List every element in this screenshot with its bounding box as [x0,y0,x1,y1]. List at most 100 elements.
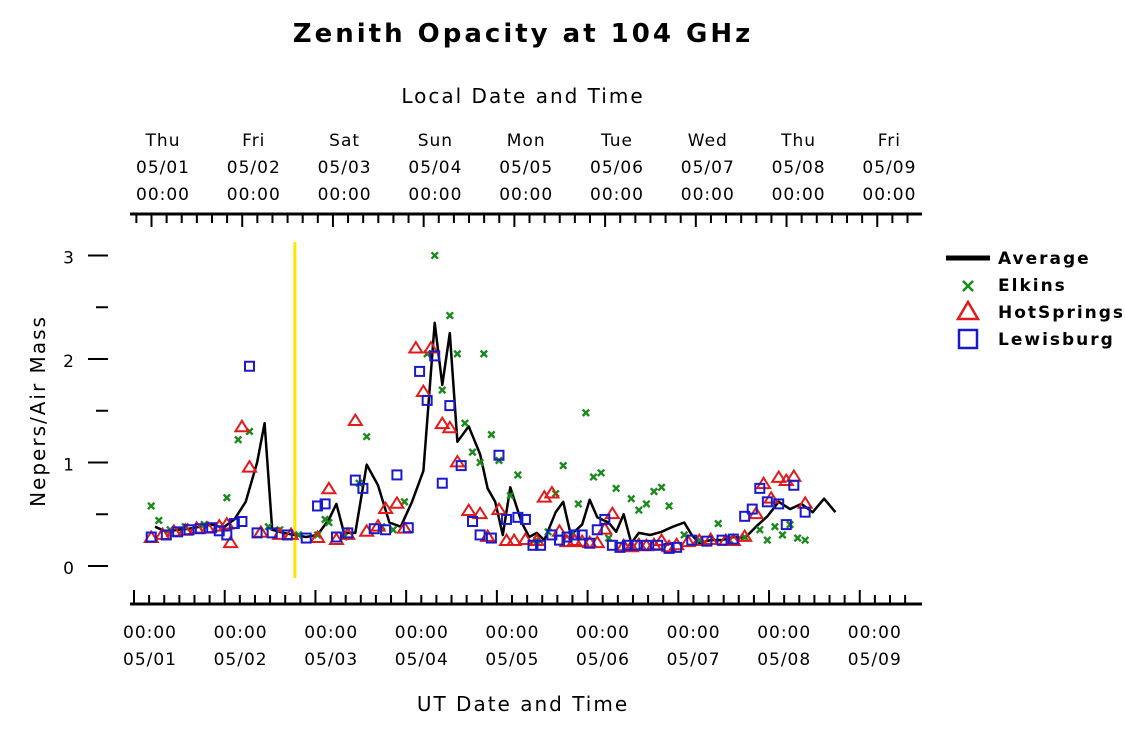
hotsprings-point [536,489,553,503]
lewisburg-point [773,498,785,510]
lewisburg-point [228,518,240,530]
elkins-point [612,484,621,493]
elkins-point [453,349,462,358]
elkins-point [665,501,674,511]
top-tick-time: 00:00 [681,185,735,205]
elkins-point [506,491,515,500]
elkins-point [513,470,522,479]
y-tick-label: 1 [63,456,75,476]
lewisburg-point [701,535,713,547]
series-lewisburg [145,350,811,554]
lewisburg-point [357,482,369,494]
top-tick-date: 05/06 [590,158,644,178]
hotsprings-point [233,418,251,433]
lewisburg-point [727,533,739,545]
legend-elkins-swatch [962,280,974,292]
elkins-point [479,349,488,358]
elkins-point [574,499,583,508]
elkins-point [445,311,454,320]
lewisburg-point [501,513,513,525]
top-tick-time: 00:00 [772,185,826,205]
top-tick-day: Fri [878,131,901,151]
top-tick-time: 00:00 [408,185,462,205]
elkins-point [581,408,590,417]
y-axis-title: Nepers/Air Mass [26,315,50,507]
lewisburg-point [455,460,467,472]
lewisburg-point [754,482,766,494]
hotsprings-point [460,502,478,517]
lewisburg-point [312,500,324,512]
lewisburg-point [512,511,524,523]
legend: Average Elkins HotSprings Lewisburg [946,249,1125,350]
hotsprings-point [415,383,432,398]
top-axis-title: Local Date and Time [401,84,644,108]
lewisburg-point [606,539,618,551]
lewisburg-point [535,539,547,551]
top-tick-date: 05/01 [136,158,190,178]
elkins-point [657,483,666,492]
lewisburg-point [640,539,652,551]
lewisburg-point [183,524,195,536]
lewisburg-point [145,531,157,543]
lewisburg-point [244,360,255,372]
lewisburg-point [591,524,603,536]
lewisburg-point [349,474,361,486]
hotsprings-point [433,415,451,430]
top-tick-date: 05/04 [408,158,462,178]
elkins-point [400,497,409,506]
lewisburg-point [391,469,403,481]
elkins-point [801,536,810,545]
lewisburg-point [160,529,172,541]
top-tick-time: 00:00 [862,185,916,205]
elkins-point [714,519,723,528]
elkins-point [147,501,156,511]
bottom-tick-time: 00:00 [757,623,811,643]
top-tick-time: 00:00 [318,185,372,205]
lewisburg-point [221,529,233,541]
legend-label-elkins: Elkins [998,276,1067,296]
elkins-point [559,461,568,470]
hotsprings-point [388,495,406,509]
lewisburg-point [584,537,596,549]
plot-area [142,251,837,554]
x-axis-title: UT Date and Time [417,692,629,716]
lewisburg-point [368,523,380,535]
legend-hotsprings-swatch [955,299,981,321]
top-tick-day: Thu [145,131,181,151]
bottom-tick-date: 05/06 [576,650,630,670]
hotsprings-point [679,533,697,548]
lewisburg-point [686,534,698,546]
bottom-tick-time: 00:00 [123,623,177,643]
top-tick-date: 05/02 [227,158,281,178]
lewisburg-point [553,534,565,546]
axes: Thu 05/01 00:00 Fri 05/02 00:00 Sat 05/03 00:00 S… [63,131,922,670]
elkins-point [487,430,496,439]
bottom-tick-time: 00:00 [576,623,630,643]
bottom-tick-date: 05/05 [485,650,539,670]
lewisburg-point [652,539,664,551]
legend-label-hotsprings: HotSprings [998,303,1125,323]
elkins-point [649,487,659,496]
hotsprings-point [604,505,621,520]
lewisburg-point [799,506,811,518]
elkins-point [313,530,322,539]
lewisburg-point [493,449,505,461]
bottom-tick-time: 00:00 [395,623,449,643]
hotsprings-point [377,500,394,514]
hotsprings-point [347,412,364,426]
chart-title: Zenith Opacity at 104 GHz [293,19,754,49]
elkins-point [460,419,470,428]
top-tick-time: 00:00 [590,185,644,205]
lewisburg-point [194,523,206,535]
lewisburg-point [444,400,456,412]
elkins-point [778,530,787,539]
hotsprings-point [785,468,803,482]
top-tick-time: 00:00 [499,185,553,205]
y-tick-label: 0 [63,559,75,579]
lewisburg-point [663,542,675,554]
top-tick-day: Sat [329,131,360,151]
elkins-point [770,522,779,531]
lewisburg-point [746,503,758,515]
lewisburg-point [519,513,531,525]
bottom-tick-date: 05/04 [395,650,449,670]
